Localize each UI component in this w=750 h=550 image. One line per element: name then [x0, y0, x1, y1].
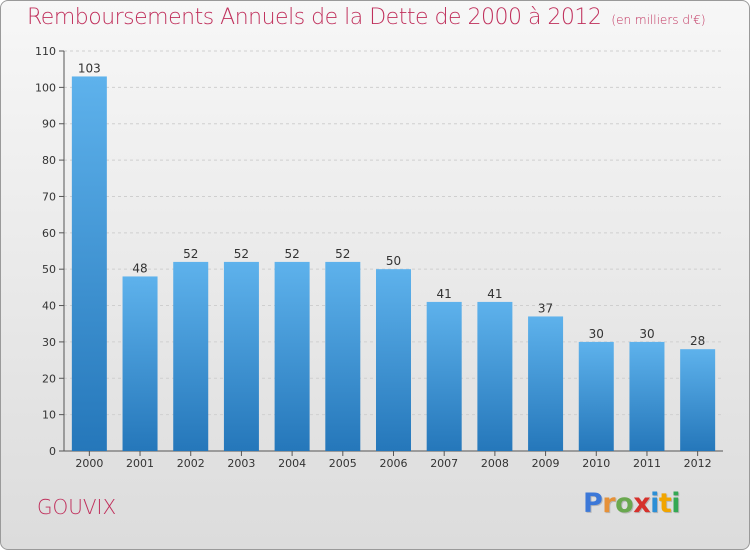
- bar: [426, 301, 462, 451]
- bar-value-label: 28: [690, 334, 705, 348]
- commune-name: GOUVIX: [37, 495, 117, 519]
- bar: [680, 349, 716, 451]
- proxiti-logo[interactable]: Proxiti: [583, 488, 681, 519]
- bar-value-label: 48: [132, 261, 147, 275]
- bar-value-label: 103: [78, 61, 101, 75]
- y-tick-label: 90: [42, 118, 56, 131]
- logo-letter: x: [633, 488, 651, 519]
- y-tick-label: 10: [42, 409, 56, 422]
- x-tick-label: 2012: [684, 457, 712, 470]
- bar: [629, 341, 665, 451]
- y-tick-label: 80: [42, 154, 56, 167]
- x-tick-label: 2011: [633, 457, 661, 470]
- logo-letter: o: [615, 488, 634, 519]
- chart-title: Remboursements Annuels de la Dette de 20…: [27, 5, 706, 30]
- x-tick-label: 2009: [532, 457, 560, 470]
- bar: [173, 261, 209, 451]
- x-tick-label: 2001: [126, 457, 154, 470]
- y-tick-label: 20: [42, 372, 56, 385]
- bar: [477, 301, 513, 451]
- x-tick-label: 2003: [227, 457, 255, 470]
- bar-value-label: 52: [234, 247, 249, 261]
- y-tick-label: 0: [49, 445, 56, 458]
- y-tick-label: 60: [42, 227, 56, 240]
- logo-letter: t: [658, 488, 672, 519]
- bar: [122, 276, 158, 451]
- x-tick-label: 2007: [430, 457, 458, 470]
- x-tick-label: 2005: [329, 457, 357, 470]
- bar-value-label: 30: [639, 327, 654, 341]
- bar: [578, 341, 614, 451]
- bar-value-label: 30: [589, 327, 604, 341]
- logo-letter: r: [602, 488, 616, 519]
- x-tick-label: 2006: [380, 457, 408, 470]
- bar: [223, 261, 259, 451]
- x-tick-label: 2010: [582, 457, 610, 470]
- y-tick-label: 70: [42, 190, 56, 203]
- logo-letter: i: [650, 488, 659, 519]
- y-tick-label: 110: [35, 45, 56, 58]
- logo-letter: i: [671, 488, 681, 519]
- bar: [528, 316, 564, 451]
- bar: [376, 269, 411, 451]
- chart-title-text: Remboursements Annuels de la Dette de 20…: [27, 5, 602, 30]
- bar-value-label: 37: [538, 301, 553, 315]
- x-tick-label: 2002: [177, 457, 205, 470]
- y-tick-label: 40: [42, 300, 56, 313]
- bar: [71, 76, 107, 452]
- y-tick-label: 30: [42, 336, 56, 349]
- bar-value-label: 52: [335, 247, 350, 261]
- chart-subtitle: (en milliers d'€): [611, 13, 706, 27]
- x-tick-label: 2004: [278, 457, 306, 470]
- x-tick-label: 2000: [75, 457, 103, 470]
- bar-value-label: 52: [284, 247, 299, 261]
- bar-value-label: 41: [487, 287, 502, 301]
- bar-value-label: 52: [183, 247, 198, 261]
- logo-letter: P: [583, 488, 603, 519]
- y-tick-label: 50: [42, 263, 56, 276]
- bar: [274, 261, 310, 451]
- y-tick-label: 100: [35, 81, 56, 94]
- bar: [325, 261, 361, 451]
- bar-value-label: 41: [437, 287, 452, 301]
- x-tick-label: 2008: [481, 457, 509, 470]
- bar-value-label: 50: [386, 254, 401, 268]
